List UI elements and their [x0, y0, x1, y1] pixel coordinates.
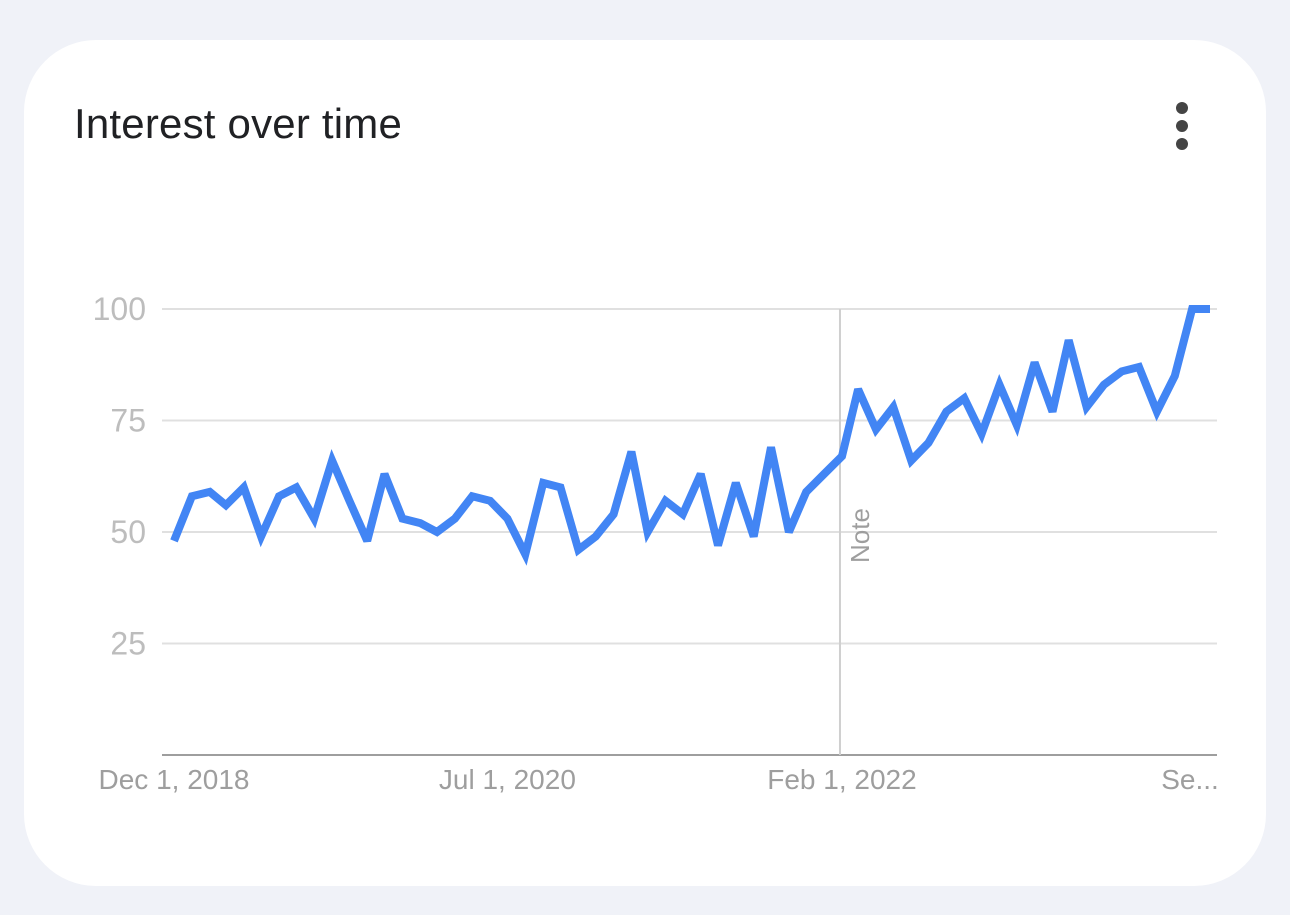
note-label: Note — [845, 508, 875, 563]
y-tick-label: 50 — [110, 514, 146, 550]
more-vert-icon[interactable] — [1164, 96, 1200, 156]
y-tick-label: 100 — [93, 291, 146, 327]
menu-dot — [1176, 138, 1188, 150]
card-title: Interest over time — [74, 100, 403, 147]
menu-dot — [1176, 102, 1188, 114]
x-tick-label: Se... — [1161, 764, 1219, 795]
y-tick-label: 75 — [110, 403, 146, 439]
x-tick-label: Feb 1, 2022 — [767, 764, 916, 795]
x-tick-label: Jul 1, 2020 — [439, 764, 576, 795]
menu-dot — [1176, 120, 1188, 132]
y-tick-label: 25 — [110, 626, 146, 662]
interest-over-time-card: Interest over time — [24, 40, 1266, 886]
interest-series-line — [170, 305, 1210, 566]
x-tick-label: Dec 1, 2018 — [99, 764, 250, 795]
